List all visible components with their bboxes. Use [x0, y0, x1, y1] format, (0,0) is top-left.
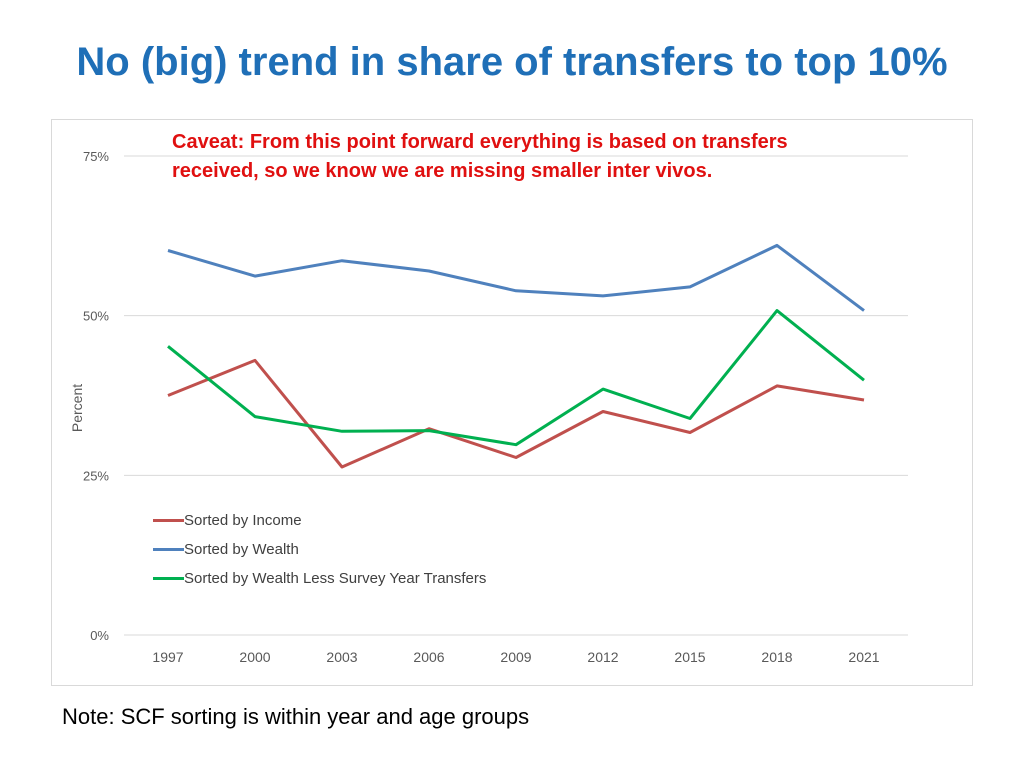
y-tick-label: 50% — [83, 309, 109, 324]
series-line-sorted-by-wealth — [167, 243, 865, 312]
footnote: Note: SCF sorting is within year and age… — [62, 704, 530, 729]
caveat-line-2: received, so we know we are missing smal… — [172, 160, 713, 182]
gridlines — [124, 155, 908, 636]
series-line-sorted-by-income — [167, 358, 865, 469]
x-tick-labels: 1997 2000 2003 2006 2009 2012 2015 2018 2021 — [152, 649, 879, 665]
x-tick-label: 2018 — [761, 649, 792, 665]
x-tick-label: 2003 — [326, 649, 357, 665]
legend-item: Sorted by Income — [153, 506, 486, 535]
legend-label: Sorted by Wealth — [184, 541, 299, 558]
y-tick-labels: 0% 25% 50% 75% — [83, 149, 109, 643]
chart-legend: Sorted by Income Sorted by Wealth Sorted b… — [153, 506, 486, 593]
chart-frame — [51, 119, 973, 686]
caveat-line-1: Caveat: From this point forward everythi… — [172, 131, 788, 153]
legend-swatch — [153, 519, 184, 522]
caveat-annotation: Caveat: From this point forward everythi… — [172, 128, 892, 186]
slide-title: No (big) trend in share of transfers to … — [76, 40, 948, 84]
x-tick-label: 2012 — [587, 649, 618, 665]
x-tick-label: 2000 — [239, 649, 270, 665]
x-tick-label: 2009 — [500, 649, 531, 665]
legend-label: Sorted by Wealth Less Survey Year Transf… — [184, 570, 487, 587]
legend-item: Sorted by Wealth — [153, 535, 486, 564]
x-tick-label: 2021 — [848, 649, 879, 665]
y-tick-label: 25% — [83, 468, 109, 483]
legend-item: Sorted by Wealth Less Survey Year Transf… — [153, 564, 486, 593]
y-tick-label: 0% — [90, 628, 109, 643]
legend-swatch — [153, 548, 184, 551]
y-tick-label: 75% — [83, 149, 109, 164]
x-tick-label: 2015 — [674, 649, 705, 665]
series-lines — [167, 243, 865, 469]
x-tick-label: 1997 — [152, 649, 183, 665]
x-tick-label: 2006 — [413, 649, 444, 665]
legend-label: Sorted by Income — [184, 512, 302, 529]
series-line-sorted-by-wealth-less-survey-year-transfers — [167, 309, 865, 447]
legend-swatch — [153, 577, 184, 580]
y-axis-label: Percent — [69, 384, 85, 432]
